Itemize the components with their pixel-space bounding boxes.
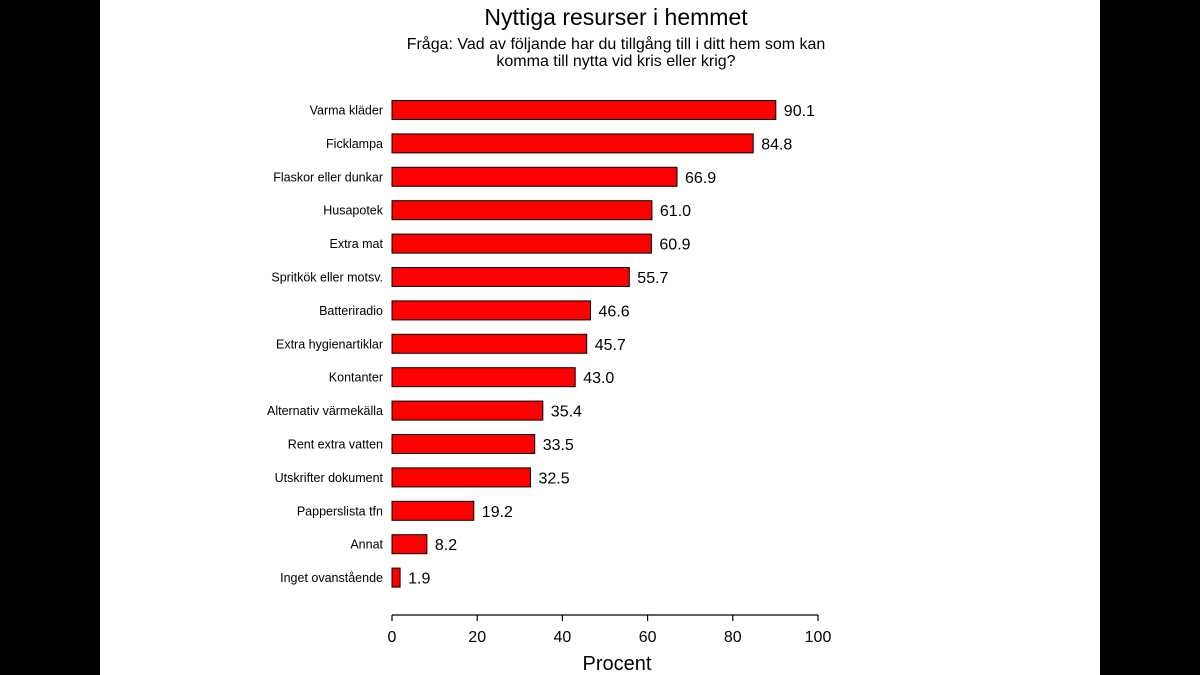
bar (391, 500, 475, 521)
data-label: 35.4 (551, 404, 582, 421)
category-label: Rent extra vatten (288, 438, 383, 452)
bar (391, 133, 754, 154)
data-label: 46.6 (599, 303, 630, 320)
chart-subtitle-line-1: Fråga: Vad av följande har du tillgång t… (406, 36, 826, 53)
data-label: 43.0 (583, 370, 614, 387)
bar (391, 434, 536, 454)
bar (391, 233, 652, 254)
x-tick-label: 80 (724, 629, 742, 646)
category-label: Extra mat (330, 237, 384, 251)
category-label: Spritkök eller motsv. (271, 271, 383, 285)
data-label: 84.8 (761, 136, 792, 153)
x-tick-label: 40 (554, 629, 572, 646)
data-label: 8.2 (435, 537, 457, 554)
category-label: Kontanter (329, 371, 383, 385)
bar (391, 100, 777, 120)
x-tick-label: 0 (388, 629, 397, 646)
data-label: 61.0 (660, 203, 691, 220)
bar (391, 400, 544, 421)
category-label: Extra hygienartiklar (276, 337, 383, 351)
data-label: 66.9 (685, 170, 716, 187)
chart-title: Nyttiga resurser i hemmet (484, 4, 748, 30)
bar (391, 166, 678, 187)
x-axis-label: Procent (583, 653, 652, 675)
data-label: 19.2 (482, 504, 513, 521)
category-label: Alternativ värmekälla (267, 404, 383, 418)
data-label: 32.5 (539, 470, 570, 487)
bar (391, 333, 588, 354)
data-label: 60.9 (659, 237, 690, 254)
bar (391, 467, 531, 488)
chart-subtitle-line-2: komma till nytta vid kris eller krig? (496, 53, 736, 70)
category-label: Batteriradio (319, 304, 383, 318)
x-tick-label: 100 (805, 629, 832, 646)
category-label: Varma kläder (310, 104, 383, 118)
data-label: 45.7 (595, 337, 626, 354)
bar (391, 534, 428, 555)
category-label: Utskrifter dokument (275, 471, 384, 485)
data-label: 55.7 (637, 270, 668, 287)
bar (391, 300, 591, 321)
data-label: 90.1 (784, 103, 815, 120)
category-label: Annat (350, 538, 383, 552)
bar (391, 267, 630, 287)
bar (391, 367, 576, 388)
category-label: Ficklampa (326, 137, 383, 151)
bar (391, 567, 401, 588)
data-label: 1.9 (408, 571, 430, 588)
x-tick-label: 20 (468, 629, 486, 646)
x-tick-label: 60 (639, 629, 657, 646)
category-label: Papperslista tfn (297, 504, 383, 518)
category-label: Flaskor eller dunkar (273, 170, 383, 184)
data-label: 33.5 (543, 437, 574, 454)
category-label: Inget ovanstående (280, 571, 383, 585)
category-label: Husapotek (323, 204, 384, 218)
bar (391, 200, 653, 221)
